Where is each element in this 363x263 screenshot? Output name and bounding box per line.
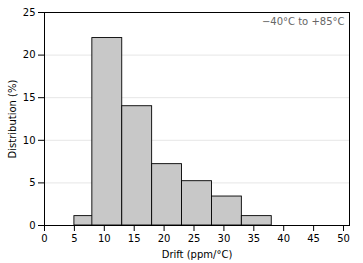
svg-text:Drift (ppm/°C): Drift (ppm/°C): [162, 249, 233, 260]
svg-text:50: 50: [337, 233, 350, 244]
svg-text:10: 10: [98, 233, 111, 244]
svg-text:15: 15: [128, 233, 141, 244]
svg-text:20: 20: [23, 49, 36, 60]
svg-text:20: 20: [158, 233, 171, 244]
svg-text:15: 15: [23, 92, 36, 103]
svg-text:40: 40: [277, 233, 290, 244]
svg-text:Distribution (%): Distribution (%): [7, 79, 18, 158]
svg-text:35: 35: [247, 233, 260, 244]
svg-text:45: 45: [307, 233, 320, 244]
svg-text:0: 0: [29, 220, 35, 231]
svg-text:5: 5: [71, 233, 77, 244]
svg-text:0: 0: [41, 233, 47, 244]
svg-text:25: 25: [188, 233, 201, 244]
svg-text:30: 30: [218, 233, 231, 244]
svg-text:25: 25: [23, 7, 36, 18]
svg-text:−40°C to +85°C: −40°C to +85°C: [262, 16, 345, 27]
svg-text:5: 5: [29, 177, 35, 188]
svg-text:10: 10: [23, 135, 36, 146]
